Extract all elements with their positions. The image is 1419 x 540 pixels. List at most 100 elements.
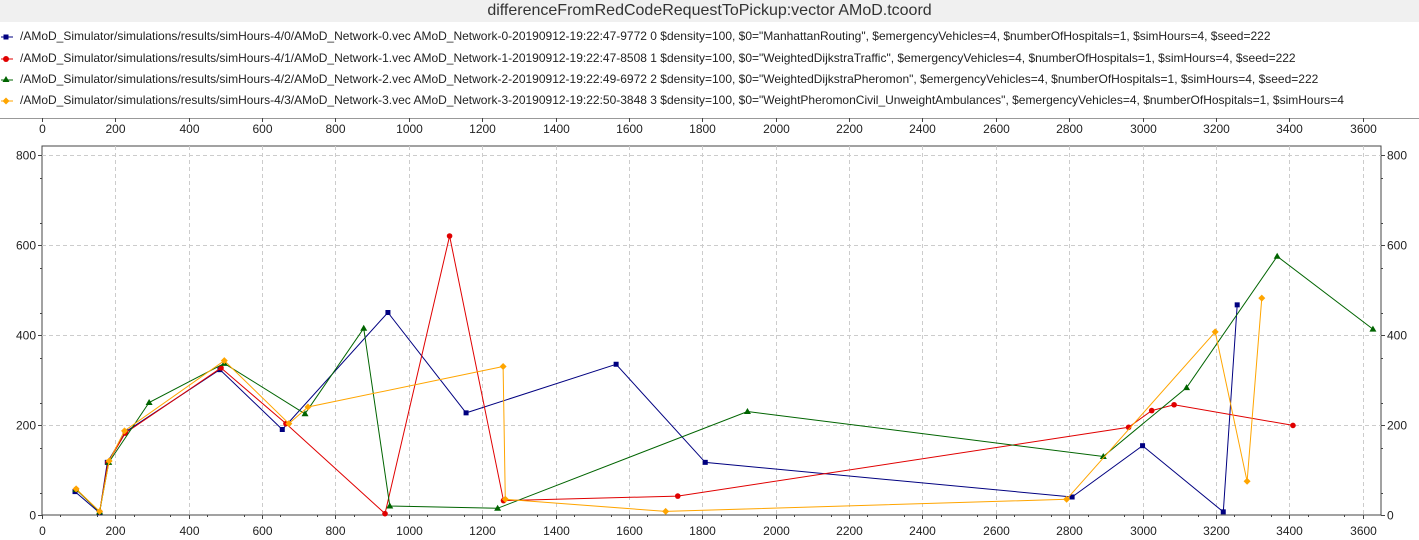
x-tick-label-top: 2400 bbox=[909, 122, 936, 136]
y-tick-label-right: 400 bbox=[1387, 329, 1407, 343]
x-tick-label-top: 0 bbox=[39, 122, 46, 136]
x-tick-label-top: 2200 bbox=[836, 122, 863, 136]
data-point bbox=[1234, 302, 1240, 308]
legend-label-1: /AMoD_Simulator/simulations/results/simH… bbox=[20, 51, 1296, 65]
x-tick-label-top: 600 bbox=[252, 122, 272, 136]
data-point bbox=[494, 504, 502, 511]
data-point bbox=[501, 495, 509, 503]
data-point bbox=[96, 507, 104, 515]
legend-marker-circle-icon bbox=[0, 49, 20, 68]
x-tick-label-top: 1600 bbox=[616, 122, 643, 136]
y-tick-label-right: 600 bbox=[1387, 239, 1407, 253]
x-tick-label-top: 3600 bbox=[1350, 122, 1377, 136]
chart-title: differenceFromRedCodeRequestToPickup:vec… bbox=[0, 0, 1419, 22]
x-tick-label-top: 800 bbox=[325, 122, 345, 136]
legend-item-3: /AMoD_Simulator/simulations/results/simH… bbox=[0, 91, 1419, 110]
series-line-3 bbox=[75, 298, 1263, 513]
legend-label-3: /AMoD_Simulator/simulations/results/simH… bbox=[20, 93, 1344, 107]
y-tick-label-left: 600 bbox=[16, 239, 36, 253]
legend-item-2: /AMoD_Simulator/simulations/results/simH… bbox=[0, 70, 1419, 89]
data-point bbox=[1211, 328, 1219, 336]
data-point bbox=[499, 363, 507, 370]
data-point bbox=[279, 427, 285, 432]
data-point bbox=[1220, 509, 1226, 515]
y-tick-label-right: 200 bbox=[1387, 419, 1407, 433]
legend-item-1: /AMoD_Simulator/simulations/results/simH… bbox=[0, 49, 1419, 68]
x-tick-label-top: 3200 bbox=[1203, 122, 1230, 136]
legend-item-0: /AMoD_Simulator/simulations/results/simH… bbox=[0, 27, 1419, 46]
data-point bbox=[72, 485, 80, 493]
series-line-0 bbox=[74, 304, 1238, 514]
x-tick-label-bottom: 2200 bbox=[836, 524, 863, 538]
x-tick-label-top: 2800 bbox=[1056, 122, 1083, 136]
series-line-2 bbox=[75, 255, 1374, 513]
series-0 bbox=[72, 302, 1240, 516]
data-point bbox=[1243, 477, 1251, 485]
x-tick-label-bottom: 3400 bbox=[1276, 524, 1303, 538]
x-tick-label-top: 1400 bbox=[543, 122, 570, 136]
x-tick-label-bottom: 3200 bbox=[1203, 524, 1230, 538]
x-tick-label-bottom: 2600 bbox=[983, 524, 1010, 538]
data-point bbox=[674, 493, 681, 499]
data-point bbox=[1290, 422, 1296, 429]
x-tick-label-bottom: 0 bbox=[39, 524, 46, 538]
data-point bbox=[1258, 294, 1266, 302]
data-point bbox=[385, 310, 391, 315]
data-point bbox=[304, 403, 312, 411]
x-tick-label-top: 2000 bbox=[763, 122, 790, 136]
data-point bbox=[301, 410, 309, 417]
x-tick-label-top: 1800 bbox=[689, 122, 716, 136]
data-point bbox=[1273, 252, 1281, 259]
x-tick-label-bottom: 600 bbox=[252, 524, 272, 538]
data-point bbox=[285, 420, 293, 428]
data-point bbox=[382, 510, 388, 517]
data-point bbox=[702, 459, 708, 465]
x-tick-label-bottom: 2400 bbox=[909, 524, 936, 538]
data-point bbox=[662, 507, 670, 515]
data-point bbox=[1148, 407, 1155, 414]
data-point bbox=[121, 427, 129, 435]
legend-marker-triangle-icon bbox=[0, 70, 20, 89]
legend-marker-diamond-icon bbox=[0, 91, 20, 110]
x-tick-label-top: 3000 bbox=[1130, 122, 1157, 136]
data-point bbox=[743, 408, 751, 414]
data-point bbox=[1125, 424, 1132, 431]
x-tick-label-top: 200 bbox=[105, 122, 125, 136]
x-tick-label-bottom: 1800 bbox=[689, 524, 716, 538]
data-point bbox=[1183, 384, 1191, 391]
y-tick-label-right: 800 bbox=[1387, 149, 1407, 163]
legend-label-0: /AMoD_Simulator/simulations/results/simH… bbox=[20, 29, 1271, 43]
data-point bbox=[386, 502, 394, 509]
data-point bbox=[1140, 443, 1146, 449]
data-point bbox=[145, 399, 153, 405]
x-tick-label-top: 3400 bbox=[1276, 122, 1303, 136]
y-tick-label-left: 400 bbox=[16, 329, 36, 343]
grid bbox=[41, 145, 1382, 516]
data-point bbox=[105, 457, 113, 465]
y-tick-label-left: 0 bbox=[29, 509, 36, 523]
x-tick-label-bottom: 1000 bbox=[396, 524, 423, 538]
data-point bbox=[220, 357, 228, 365]
y-tick-label-left: 800 bbox=[16, 149, 36, 163]
x-tick-label-bottom: 400 bbox=[179, 524, 199, 538]
data-point bbox=[218, 365, 224, 371]
data-point bbox=[1171, 401, 1177, 408]
x-tick-label-bottom: 2800 bbox=[1056, 524, 1083, 538]
data-point bbox=[463, 410, 469, 416]
data-point bbox=[1099, 453, 1107, 459]
x-tick-label-bottom: 3600 bbox=[1350, 524, 1377, 538]
x-tick-label-top: 400 bbox=[179, 122, 199, 136]
x-tick-label-bottom: 3000 bbox=[1130, 524, 1157, 538]
y-tick-label-right: 0 bbox=[1387, 509, 1394, 523]
x-tick-label-top: 1200 bbox=[469, 122, 496, 136]
x-tick-label-bottom: 1200 bbox=[469, 524, 496, 538]
axes: 0020020040040060060080080010001000120012… bbox=[0, 118, 1419, 538]
x-tick-label-top: 2600 bbox=[983, 122, 1010, 136]
data-point bbox=[360, 324, 368, 331]
y-tick-label-left: 200 bbox=[16, 419, 36, 433]
plot-frame bbox=[41, 145, 1382, 516]
data-point bbox=[1369, 325, 1377, 332]
legend-marker-square-icon bbox=[0, 27, 20, 46]
x-tick-label-bottom: 800 bbox=[325, 524, 345, 538]
